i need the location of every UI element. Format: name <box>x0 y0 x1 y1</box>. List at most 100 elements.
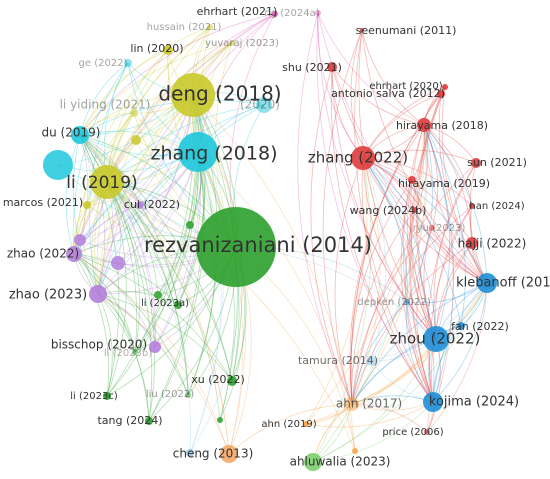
node <box>352 448 358 454</box>
edge <box>361 29 425 126</box>
edge <box>351 205 473 405</box>
node <box>74 234 86 246</box>
edge <box>312 157 372 463</box>
node <box>111 256 125 270</box>
edge <box>351 124 427 405</box>
edge <box>429 205 473 403</box>
edge <box>330 66 434 403</box>
edge <box>106 181 156 348</box>
node <box>43 150 73 180</box>
nodes <box>43 10 497 471</box>
edge <box>106 49 169 183</box>
edge <box>351 227 433 405</box>
edge <box>73 253 179 306</box>
node <box>457 322 465 330</box>
node-label: rezvanizaniani (2014) <box>144 233 372 257</box>
edge <box>157 94 199 296</box>
edge <box>423 124 439 229</box>
edge <box>409 124 437 340</box>
node-label: bisschop (2020) <box>51 338 147 352</box>
edge <box>423 124 455 403</box>
node <box>437 90 445 98</box>
edge <box>73 253 156 348</box>
edge <box>400 179 434 403</box>
node <box>66 246 82 262</box>
edge <box>106 26 211 183</box>
edge <box>134 151 199 353</box>
edge <box>79 134 106 295</box>
edge <box>148 151 205 422</box>
node <box>366 356 376 366</box>
edge <box>97 293 113 397</box>
edge <box>97 94 194 295</box>
edge <box>322 29 363 405</box>
edge <box>79 134 233 382</box>
edge <box>73 26 211 255</box>
node-label: zhou (2022) <box>390 330 481 348</box>
node <box>412 207 418 213</box>
edge <box>106 104 265 183</box>
node <box>466 237 478 249</box>
node <box>345 397 359 411</box>
node-label: hirayama (2018) <box>396 119 488 132</box>
node-label: cheng (2013) <box>173 447 254 461</box>
node <box>315 10 321 16</box>
edge <box>72 134 99 295</box>
node-label: seenumani (2011) <box>356 24 457 37</box>
node <box>220 445 238 463</box>
edge <box>79 134 179 306</box>
edge <box>106 181 221 421</box>
node-label: cui (2022) <box>124 198 180 211</box>
edge <box>117 94 194 264</box>
node <box>256 97 272 113</box>
edge <box>79 134 138 353</box>
edge <box>317 12 488 284</box>
edge <box>411 209 437 340</box>
edge <box>79 13 276 136</box>
edge <box>331 66 488 284</box>
edge <box>362 157 488 284</box>
edge <box>106 151 199 397</box>
node-label: (2020) <box>240 98 280 112</box>
edge <box>358 29 437 340</box>
node-label: ge (2022) <box>79 58 128 69</box>
edge <box>426 282 488 433</box>
edge <box>423 124 454 433</box>
edge <box>73 253 136 353</box>
node-label: antonio salva (2012) <box>331 87 445 100</box>
node-label: zhang (2022) <box>308 149 408 167</box>
edge <box>434 205 473 340</box>
edge <box>361 157 434 403</box>
edge <box>154 94 202 348</box>
node-label: sun (2021) <box>467 156 527 169</box>
edge <box>79 134 189 396</box>
edge <box>362 157 435 403</box>
edge <box>73 253 189 396</box>
edge <box>433 162 477 340</box>
edge <box>73 94 194 255</box>
node-label: liu (2022) <box>146 389 194 400</box>
node <box>404 299 410 305</box>
node-label: xu (2022) <box>191 373 245 386</box>
edge <box>362 157 408 303</box>
node-label: li (2023c) <box>70 391 118 402</box>
node-label: ahn (2019) <box>261 419 316 430</box>
edge <box>416 227 434 403</box>
edge <box>351 282 488 405</box>
edge <box>312 338 437 463</box>
node-label: ehrhart (2021) <box>197 5 278 18</box>
edge <box>362 157 386 362</box>
node <box>185 392 191 398</box>
edge <box>305 401 434 428</box>
edge <box>362 157 437 340</box>
node-label: wang (2024b) <box>350 204 427 217</box>
edge <box>106 181 127 397</box>
edge <box>83 204 99 295</box>
edge <box>441 86 488 284</box>
edge <box>410 86 446 403</box>
node-label: tang (2024) <box>97 414 162 427</box>
node <box>149 341 161 353</box>
node <box>304 453 322 471</box>
node-label: klebanoff (2017) <box>456 276 550 291</box>
edge <box>334 157 364 405</box>
